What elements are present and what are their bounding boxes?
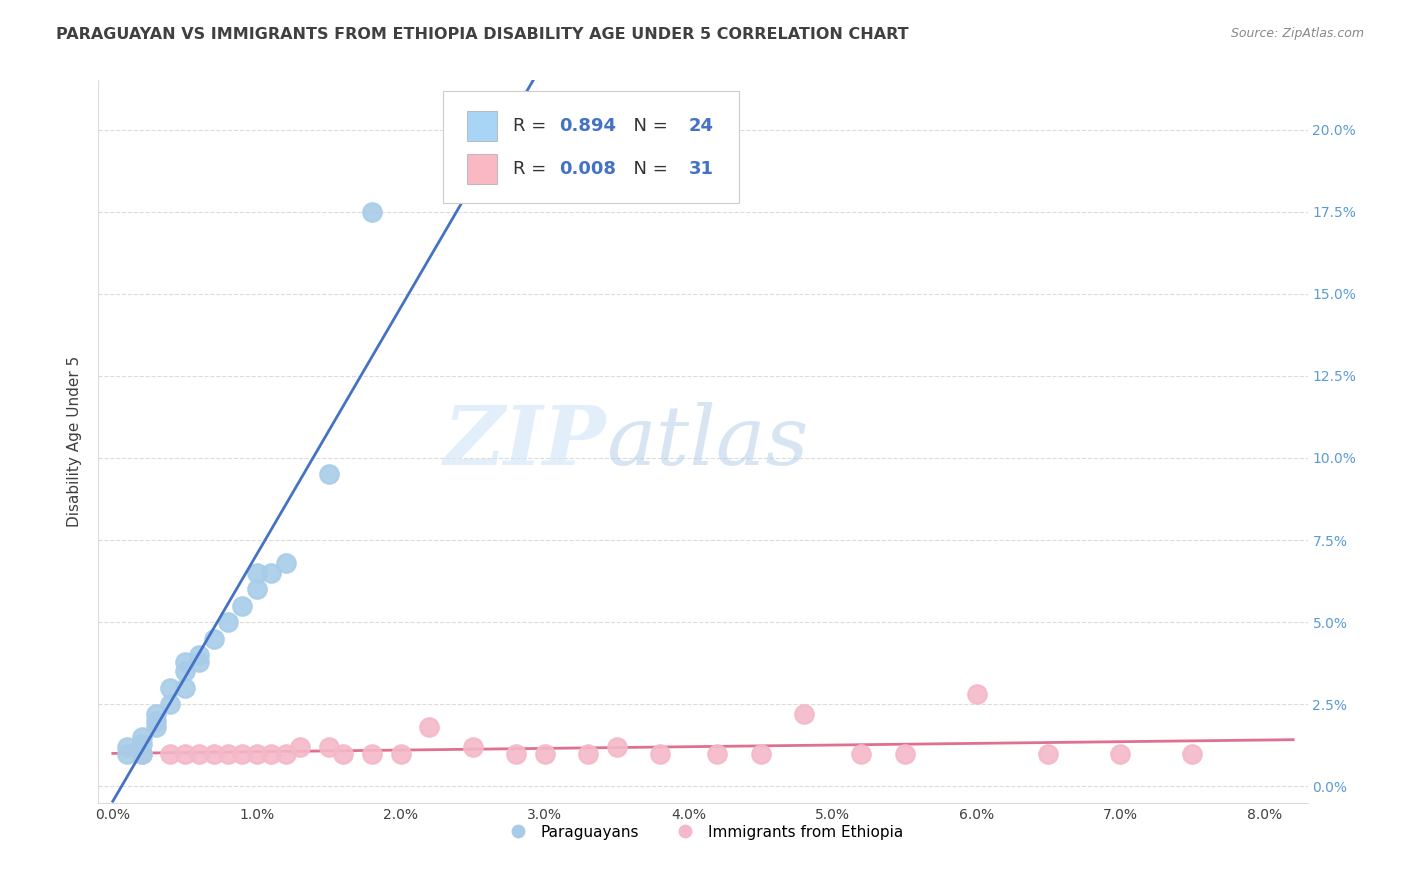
Point: [217, 615, 239, 630]
Point: [318, 739, 340, 754]
Point: [274, 556, 297, 570]
Point: [159, 698, 181, 712]
Y-axis label: Disability Age Under 5: Disability Age Under 5: [67, 356, 83, 527]
Point: [893, 747, 915, 761]
Point: [188, 648, 211, 662]
Text: R =: R =: [513, 117, 553, 135]
Point: [461, 739, 484, 754]
Text: atlas: atlas: [606, 401, 808, 482]
Point: [246, 566, 269, 580]
Point: [1038, 747, 1060, 761]
Text: 24: 24: [689, 117, 713, 135]
Text: 0.008: 0.008: [560, 161, 616, 178]
Point: [188, 655, 211, 669]
Point: [274, 747, 297, 761]
Point: [288, 739, 311, 754]
Point: [706, 747, 728, 761]
Point: [159, 747, 181, 761]
Point: [145, 720, 167, 734]
Text: ZIP: ZIP: [444, 401, 606, 482]
Point: [246, 747, 269, 761]
Point: [131, 747, 153, 761]
Point: [332, 747, 354, 761]
Point: [851, 747, 873, 761]
FancyBboxPatch shape: [467, 111, 498, 141]
Point: [115, 739, 138, 754]
Point: [505, 747, 527, 761]
Text: N =: N =: [621, 117, 673, 135]
Text: 0.894: 0.894: [560, 117, 616, 135]
Point: [966, 687, 988, 701]
Point: [217, 747, 239, 761]
Point: [231, 747, 253, 761]
Point: [173, 655, 195, 669]
FancyBboxPatch shape: [443, 91, 740, 203]
Text: N =: N =: [621, 161, 673, 178]
Point: [361, 747, 384, 761]
Point: [389, 747, 412, 761]
Point: [246, 582, 269, 597]
Text: 31: 31: [689, 161, 713, 178]
Point: [1181, 747, 1204, 761]
Point: [173, 681, 195, 695]
Point: [173, 665, 195, 679]
Point: [202, 747, 225, 761]
Point: [202, 632, 225, 646]
Point: [749, 747, 772, 761]
Point: [159, 681, 181, 695]
Point: [1109, 747, 1132, 761]
Point: [131, 747, 153, 761]
Point: [576, 747, 599, 761]
Legend: Paraguayans, Immigrants from Ethiopia: Paraguayans, Immigrants from Ethiopia: [496, 819, 910, 846]
Point: [131, 730, 153, 744]
Point: [648, 747, 671, 761]
Point: [418, 720, 440, 734]
Text: PARAGUAYAN VS IMMIGRANTS FROM ETHIOPIA DISABILITY AGE UNDER 5 CORRELATION CHART: PARAGUAYAN VS IMMIGRANTS FROM ETHIOPIA D…: [56, 27, 908, 42]
Point: [260, 566, 283, 580]
Point: [318, 467, 340, 482]
Point: [145, 707, 167, 722]
Point: [606, 739, 628, 754]
Point: [793, 707, 815, 722]
Point: [131, 737, 153, 751]
Text: Source: ZipAtlas.com: Source: ZipAtlas.com: [1230, 27, 1364, 40]
Point: [361, 204, 384, 219]
Point: [533, 747, 555, 761]
Text: R =: R =: [513, 161, 553, 178]
FancyBboxPatch shape: [467, 154, 498, 185]
Point: [115, 747, 138, 761]
Point: [231, 599, 253, 613]
Point: [145, 714, 167, 728]
Point: [188, 747, 211, 761]
Point: [173, 747, 195, 761]
Point: [260, 747, 283, 761]
